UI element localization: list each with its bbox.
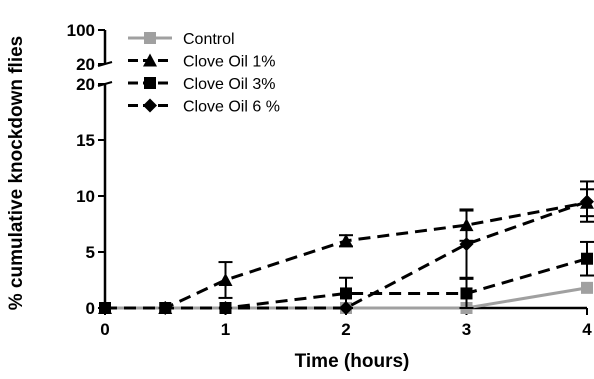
y-tick-label: 15 <box>76 131 95 150</box>
data-point <box>459 237 474 252</box>
y-tick-label: 20 <box>76 55 95 74</box>
series-line <box>105 200 588 310</box>
legend-item: Clove Oil 6 % <box>128 98 280 116</box>
series-line <box>105 257 588 310</box>
data-point <box>581 252 593 265</box>
x-tick-label: 2 <box>341 320 350 339</box>
series-clove-oil-6 <box>98 180 594 315</box>
data-point <box>98 301 112 315</box>
data-point <box>158 301 173 315</box>
data-point <box>218 301 233 315</box>
data-point <box>580 194 594 209</box>
data-point <box>460 287 473 300</box>
series-line <box>105 201 588 310</box>
legend-marker <box>144 77 156 89</box>
data-point <box>340 287 352 300</box>
y-tick-label: 100 <box>67 21 95 40</box>
x-axis-title: Time (hours) <box>295 351 410 372</box>
y-axis-title: % cumulative knockdown flies <box>6 36 27 311</box>
legend-marker <box>144 32 156 44</box>
legend-marker <box>143 98 157 113</box>
series-layer <box>98 180 594 315</box>
legend-label: Clove Oil 1% <box>183 54 275 71</box>
x-tick-label: 1 <box>221 320 230 339</box>
legend-label: Control <box>183 31 235 48</box>
legend-marker <box>143 53 157 67</box>
legend: Control Clove Oil 1% Clove Oil 3% Clove Oil… <box>128 31 280 116</box>
x-tick-label: 3 <box>462 320 471 339</box>
data-point <box>218 273 233 286</box>
legend-label: Clove Oil 6 % <box>183 99 280 116</box>
data-point <box>339 233 353 247</box>
y-tick-label: 20 <box>76 75 95 94</box>
legend-item: Clove Oil 3% <box>128 76 275 93</box>
x-tick-label: 0 <box>100 320 109 339</box>
data-point <box>581 281 593 294</box>
y-tick-label: 0 <box>86 299 95 318</box>
x-tick-label: 4 <box>582 320 592 339</box>
legend-label: Clove Oil 3% <box>183 76 275 93</box>
data-point <box>339 301 353 315</box>
y-tick-label: 5 <box>86 243 95 262</box>
legend-item: Control <box>128 31 235 48</box>
legend-item: Clove Oil 1% <box>128 53 275 71</box>
y-tick-label: 10 <box>76 187 95 206</box>
